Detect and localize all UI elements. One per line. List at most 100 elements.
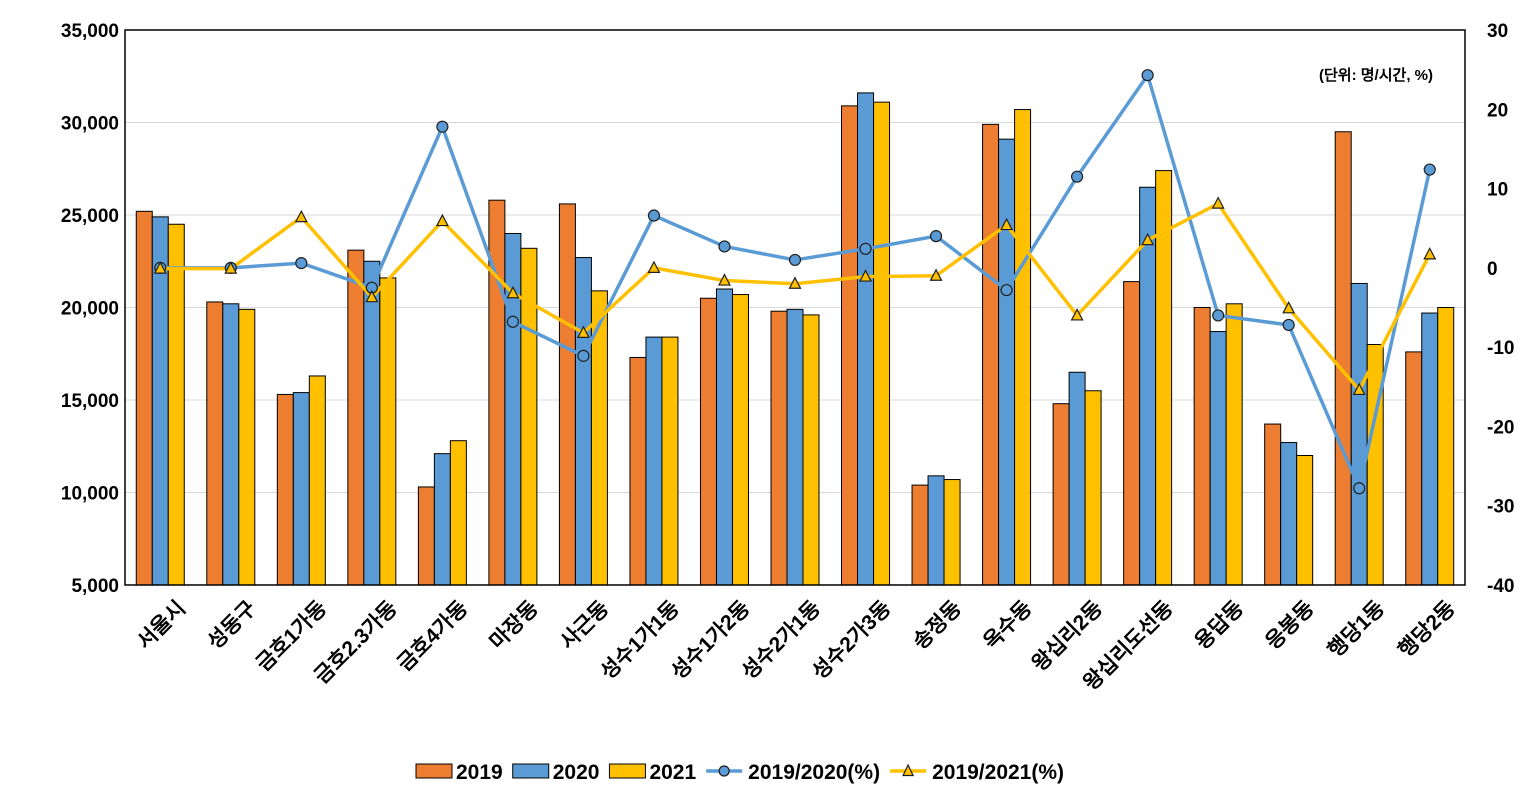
- bar-2019-금호1가동: [276, 393, 294, 586]
- bar-2021-금호4가동: [449, 440, 467, 586]
- y-right-tick-label: -30: [1487, 497, 1514, 518]
- bar-2020-응봉동: [1280, 442, 1298, 586]
- point-2019/2020(%)-응봉동: [1282, 318, 1295, 332]
- bar-2019-금호4가동: [417, 486, 435, 586]
- bar-2019-용답동: [1193, 307, 1211, 586]
- bar-2020-금호1가동: [292, 392, 310, 586]
- bar-2019-성수1가1동: [629, 356, 647, 586]
- bar-2020-금호4가동: [433, 453, 451, 586]
- legend-label: 2020: [553, 761, 600, 784]
- y-right-tick-label: 20: [1487, 100, 1508, 121]
- point-2019/2021(%)-응봉동: [1282, 300, 1296, 314]
- y-left-tick-label: 30,000: [61, 114, 119, 135]
- point-2019/2020(%)-성수1가2동: [718, 240, 731, 253]
- legend-label: 2021: [649, 761, 696, 784]
- bar-series: [135, 92, 1455, 586]
- y-left-tick-label: 35,000: [61, 21, 119, 42]
- y-right-tick-label: 30: [1487, 21, 1508, 42]
- unit-note: (단위: 명/시간, %): [1319, 66, 1433, 84]
- point-2019/2021(%)-금호4가동: [435, 213, 449, 227]
- point-2019/2021(%)-행당1동: [1352, 382, 1366, 396]
- point-2019/2020(%)-마장동: [506, 315, 519, 328]
- point-2019/2020(%)-금호4가동: [436, 120, 449, 133]
- point-2019/2021(%)-용답동: [1211, 196, 1225, 209]
- point-2019/2021(%)-성동구: [224, 261, 238, 274]
- point-2019/2020(%)-왕십리2동: [1071, 170, 1084, 183]
- x-category-label: 옥수동: [979, 597, 1036, 654]
- point-2019/2020(%)-사근동: [577, 349, 590, 362]
- bar-2021-성수2가1동: [802, 314, 820, 586]
- bar-2019-성수1가2동: [699, 297, 717, 586]
- legend-label: 2019/2020(%): [748, 761, 880, 784]
- legend-label: 2019/2021(%): [932, 761, 1064, 784]
- plot-frame: [124, 29, 1466, 586]
- bar-2020-용답동: [1209, 331, 1227, 586]
- y-right-tick-label: 10: [1487, 180, 1508, 201]
- bar-2020-성동구: [222, 303, 240, 586]
- bar-2019-서울시: [135, 210, 153, 586]
- bar-2021-성수1가1동: [661, 336, 679, 586]
- y-left-tick-label: 10,000: [61, 484, 119, 505]
- y-left-tick-label: 20,000: [61, 299, 119, 320]
- legend-item: 2019: [415, 761, 503, 784]
- bar-2021-성동구: [238, 308, 256, 586]
- point-2019/2021(%)-행당2동: [1423, 247, 1437, 260]
- bar-2020-행당1동: [1350, 282, 1368, 586]
- bar-2019-응봉동: [1264, 423, 1282, 586]
- point-2019/2021(%)-옥수동: [1000, 217, 1014, 231]
- point-2019/2020(%)-금호1가동: [295, 257, 308, 270]
- bar-2019-왕십리2동: [1052, 403, 1070, 586]
- bar-2021-응봉동: [1296, 455, 1314, 586]
- bar-2019-성수2가1동: [770, 310, 788, 586]
- point-2019/2020(%)-행당2동: [1423, 163, 1436, 176]
- legend-item: 2021: [608, 761, 696, 784]
- bar-2021-서울시: [167, 223, 185, 586]
- point-2019/2021(%)-성수1가1동: [647, 260, 661, 273]
- point-2019/2020(%)-성수2가3동: [859, 242, 872, 255]
- bar-2020-왕십리2동: [1068, 371, 1086, 586]
- bar-2021-행당1동: [1366, 344, 1384, 586]
- point-2019/2020(%)-행당1동: [1353, 482, 1366, 495]
- line-series: [153, 69, 1437, 495]
- bar-2020-성수2가3동: [857, 92, 875, 586]
- point-2019/2021(%)-성수1가2동: [717, 273, 731, 286]
- x-category-label: 송정동: [909, 597, 966, 654]
- bar-2019-옥수동: [982, 123, 1000, 586]
- legend-swatch: [415, 763, 453, 779]
- point-2019/2021(%)-금호1가동: [294, 209, 308, 223]
- bar-2020-성수1가2동: [715, 288, 733, 586]
- point-2019/2020(%)-송정동: [929, 230, 943, 243]
- point-2019/2021(%)-마장동: [506, 285, 520, 299]
- bar-2020-옥수동: [998, 138, 1016, 586]
- x-category-label: 금호4가동: [393, 597, 472, 676]
- bar-2020-성수1가1동: [645, 336, 663, 586]
- bar-2020-송정동: [927, 475, 945, 586]
- point-2019/2021(%)-성수2가3동: [859, 269, 873, 282]
- y-left-tick-label: 5,000: [71, 576, 119, 597]
- axes: [124, 29, 1466, 586]
- point-2019/2020(%)-성수2가1동: [788, 253, 802, 267]
- y-left-tick-label: 25,000: [61, 206, 119, 227]
- y-left-tick-label: 15,000: [61, 391, 119, 412]
- point-2019/2021(%)-성수2가1동: [788, 276, 802, 289]
- legend-item: 2019/2020(%): [706, 761, 880, 784]
- x-category-label: 서울시: [133, 597, 190, 654]
- bar-2020-성수2가1동: [786, 308, 804, 586]
- legend-label: 2019: [456, 761, 503, 784]
- x-category-label: 응봉동: [1261, 597, 1318, 654]
- x-category-label: 행당2동: [1394, 597, 1460, 663]
- legend-item: 2019/2021(%): [890, 761, 1064, 784]
- bar-2021-금호1가동: [308, 375, 326, 586]
- point-2019/2021(%)-사근동: [576, 325, 590, 338]
- bar-2019-성수2가3동: [841, 105, 859, 586]
- bar-2019-금호2.3가동: [347, 249, 365, 586]
- bar-2021-옥수동: [1014, 109, 1032, 586]
- x-category-label: 마장동: [486, 597, 543, 654]
- x-category-label: 사근동: [556, 597, 613, 654]
- point-2019/2021(%)-송정동: [929, 268, 943, 281]
- point-2019/2020(%)-성수1가1동: [647, 209, 661, 222]
- bar-2019-사근동: [558, 203, 576, 586]
- point-2019/2020(%)-용답동: [1212, 309, 1225, 322]
